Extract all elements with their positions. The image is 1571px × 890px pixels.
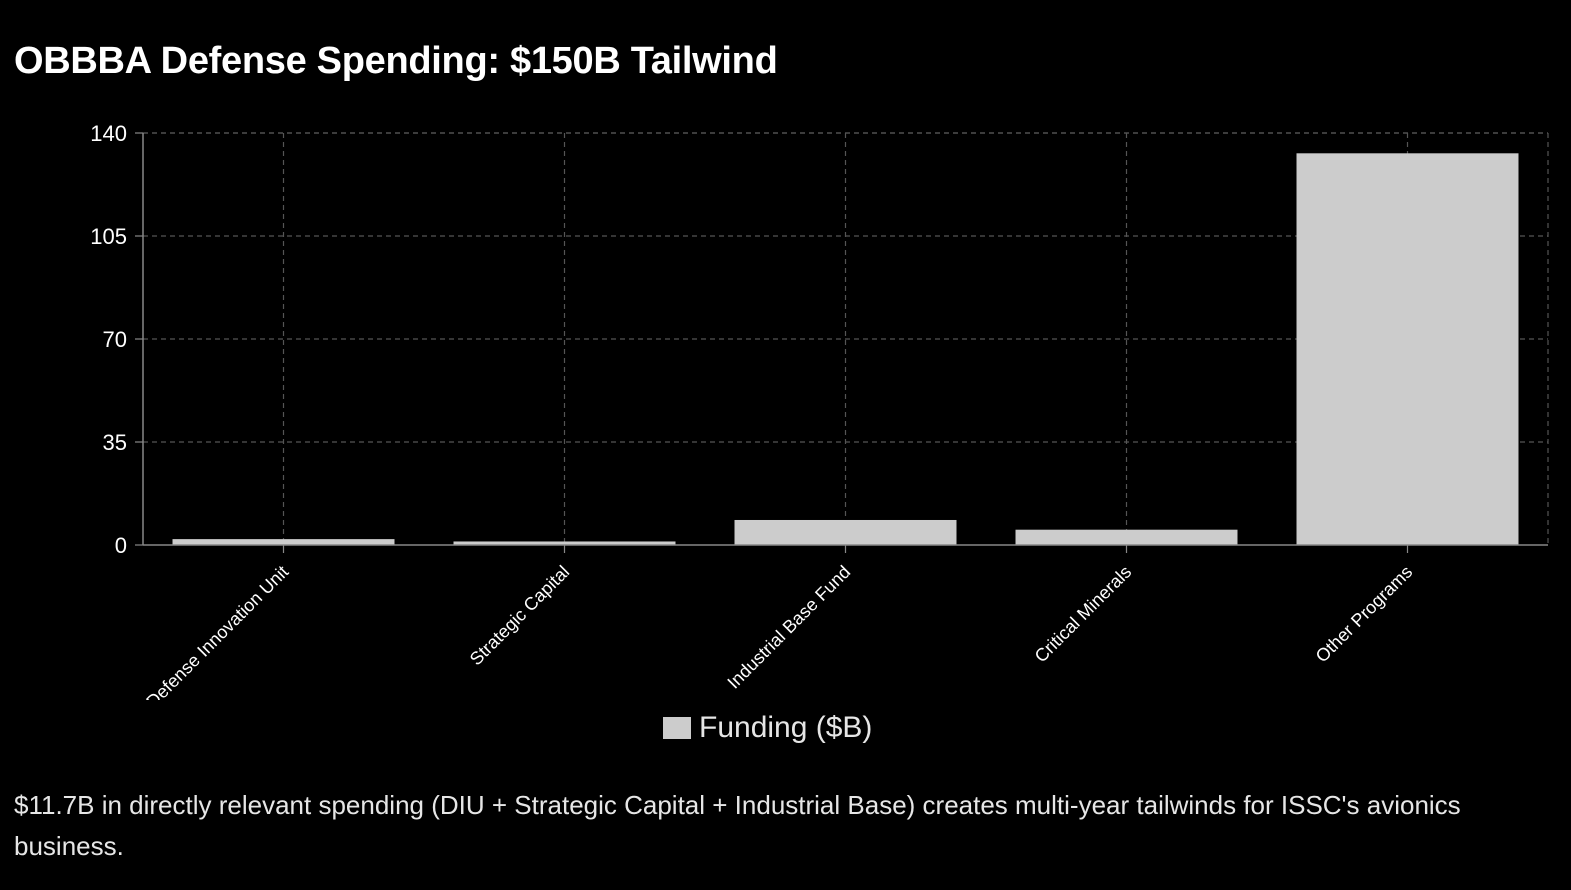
bar (172, 539, 395, 545)
x-tick-label: Defense Innovation Unit (142, 562, 292, 700)
caption-text: $11.7B in directly relevant spending (DI… (14, 790, 1461, 861)
bar-chart: 0 35 70 105 140 Defense Innovation Unit Strate… (90, 121, 1549, 700)
legend: Funding ($B) (663, 708, 872, 748)
y-tick-label: 105 (90, 224, 127, 249)
x-tick-label: Critical Minerals (1031, 562, 1136, 667)
axes (135, 132, 1548, 553)
bars (172, 153, 1519, 545)
chart-title: OBBBA Defense Spending: $150B Tailwind (14, 40, 778, 82)
bar (1296, 153, 1519, 545)
y-tick-label: 0 (115, 533, 127, 558)
bar (734, 519, 957, 545)
legend-swatch (663, 717, 691, 739)
x-tick-label: Industrial Base Fund (723, 562, 854, 693)
y-tick-label: 35 (103, 430, 127, 455)
bar (1015, 529, 1238, 545)
x-tick-label: Other Programs (1312, 562, 1417, 667)
y-tick-label: 70 (103, 327, 127, 352)
bar (453, 541, 676, 545)
x-tick-label: Strategic Capital (466, 562, 574, 670)
tick-labels: 0 35 70 105 140 Defense Innovation Unit Strate… (90, 121, 1416, 700)
y-tick-label: 140 (90, 121, 127, 146)
legend-label: Funding ($B) (699, 711, 873, 744)
